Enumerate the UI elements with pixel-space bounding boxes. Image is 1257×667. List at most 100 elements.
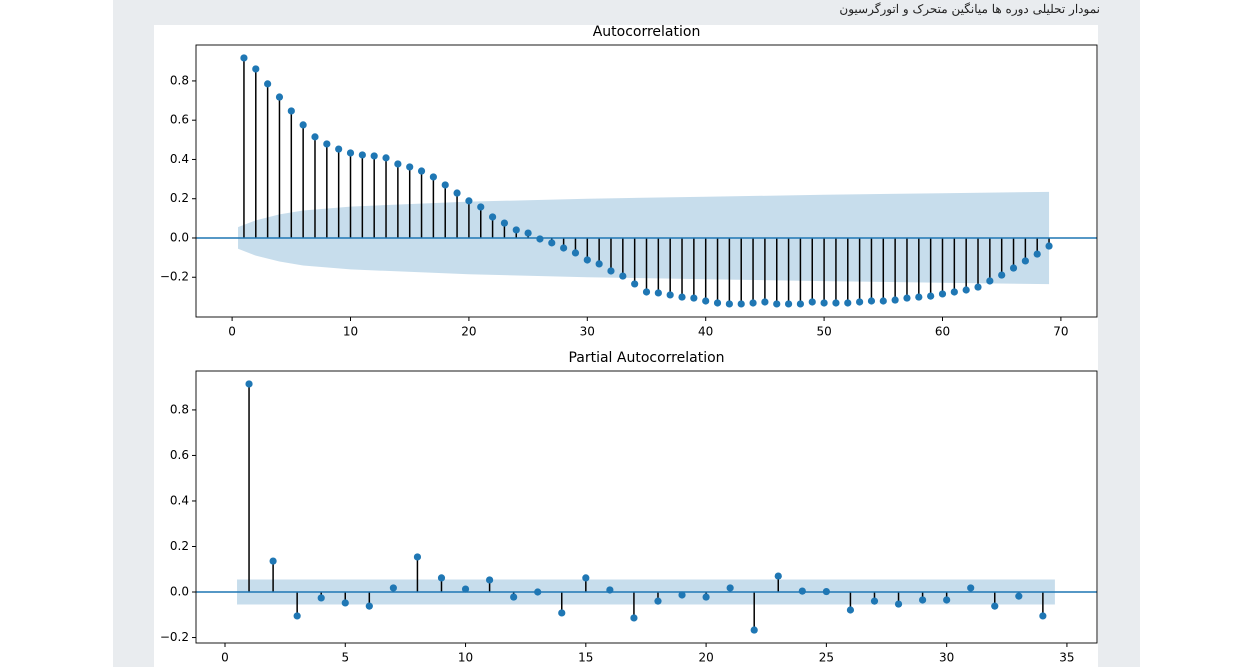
marker: [1045, 242, 1053, 250]
marker: [560, 244, 568, 252]
marker: [750, 626, 758, 634]
x-tick-label: 0: [221, 651, 229, 665]
marker: [761, 298, 769, 306]
marker: [903, 294, 911, 302]
marker: [311, 133, 319, 141]
marker: [737, 300, 745, 308]
marker: [1039, 612, 1047, 620]
marker: [678, 591, 686, 599]
marker: [820, 299, 828, 307]
marker: [702, 593, 710, 601]
marker: [950, 288, 958, 296]
marker: [461, 585, 470, 593]
x-tick-label: 5: [341, 651, 349, 665]
y-tick-label: 0.4: [170, 493, 189, 507]
chart-title: Autocorrelation: [593, 24, 701, 40]
marker: [1021, 257, 1029, 265]
y-tick-label: 0.0: [170, 230, 189, 244]
marker: [341, 599, 349, 607]
marker: [1009, 264, 1018, 272]
y-tick-label: 0.2: [170, 191, 189, 205]
x-tick-label: 20: [461, 325, 476, 339]
marker: [429, 173, 437, 181]
y-tick-label: 0.8: [170, 73, 189, 87]
marker: [571, 249, 580, 257]
x-tick-label: 0: [228, 325, 236, 339]
y-tick-label: 0.6: [170, 448, 189, 462]
marker: [583, 256, 591, 264]
marker: [441, 181, 449, 189]
marker: [832, 299, 840, 307]
marker: [382, 154, 390, 162]
y-tick-label: 0.2: [170, 539, 189, 553]
y-tick-label: −0.2: [160, 630, 189, 644]
marker: [406, 163, 414, 171]
marker: [870, 597, 879, 605]
marker: [485, 576, 494, 584]
marker: [962, 286, 970, 294]
marker: [891, 296, 899, 304]
marker: [317, 594, 325, 602]
marker: [365, 602, 373, 610]
x-tick-label: 10: [343, 325, 358, 339]
marker: [798, 587, 806, 595]
marker: [726, 584, 734, 592]
marker: [595, 260, 603, 268]
marker: [894, 600, 903, 608]
marker: [796, 300, 805, 308]
marker: [1033, 250, 1041, 258]
marker: [389, 584, 397, 592]
marker: [678, 293, 686, 301]
marker: [465, 197, 473, 205]
marker: [582, 574, 590, 582]
marker: [725, 300, 733, 308]
marker: [299, 121, 307, 129]
marker: [358, 151, 366, 159]
marker: [394, 160, 402, 168]
marker: [534, 588, 542, 596]
marker: [240, 54, 248, 62]
marker: [918, 596, 927, 604]
plot-frame: [195, 370, 1098, 644]
y-tick-label: 0.4: [170, 152, 189, 166]
marker: [548, 239, 556, 247]
marker: [631, 280, 639, 288]
marker: [702, 297, 710, 305]
marker: [749, 299, 757, 307]
marker: [370, 152, 378, 160]
marker: [619, 272, 627, 280]
x-tick-label: 60: [935, 325, 950, 339]
marker: [943, 596, 951, 604]
marker: [654, 597, 662, 605]
marker: [938, 290, 947, 298]
marker: [524, 229, 532, 237]
marker: [275, 93, 284, 101]
chart-title: Partial Autocorrelation: [568, 350, 724, 366]
marker: [974, 283, 982, 291]
x-tick-label: 70: [1053, 325, 1068, 339]
marker: [967, 584, 975, 592]
x-tick-label: 20: [698, 651, 713, 665]
marker: [264, 80, 272, 88]
y-tick-label: 0.6: [170, 113, 189, 127]
marker: [488, 213, 497, 221]
x-tick-label: 15: [578, 651, 593, 665]
marker: [927, 292, 935, 300]
marker: [417, 167, 426, 175]
marker: [773, 300, 781, 308]
marker: [642, 288, 651, 296]
marker: [287, 107, 295, 115]
marker: [822, 587, 830, 596]
marker: [512, 226, 520, 234]
marker: [654, 289, 662, 297]
marker: [986, 277, 994, 285]
marker: [477, 203, 485, 211]
marker: [844, 299, 852, 307]
marker: [991, 602, 999, 610]
marker: [915, 293, 923, 301]
marker: [437, 574, 446, 582]
marker: [808, 298, 816, 306]
x-tick-label: 25: [819, 651, 834, 665]
